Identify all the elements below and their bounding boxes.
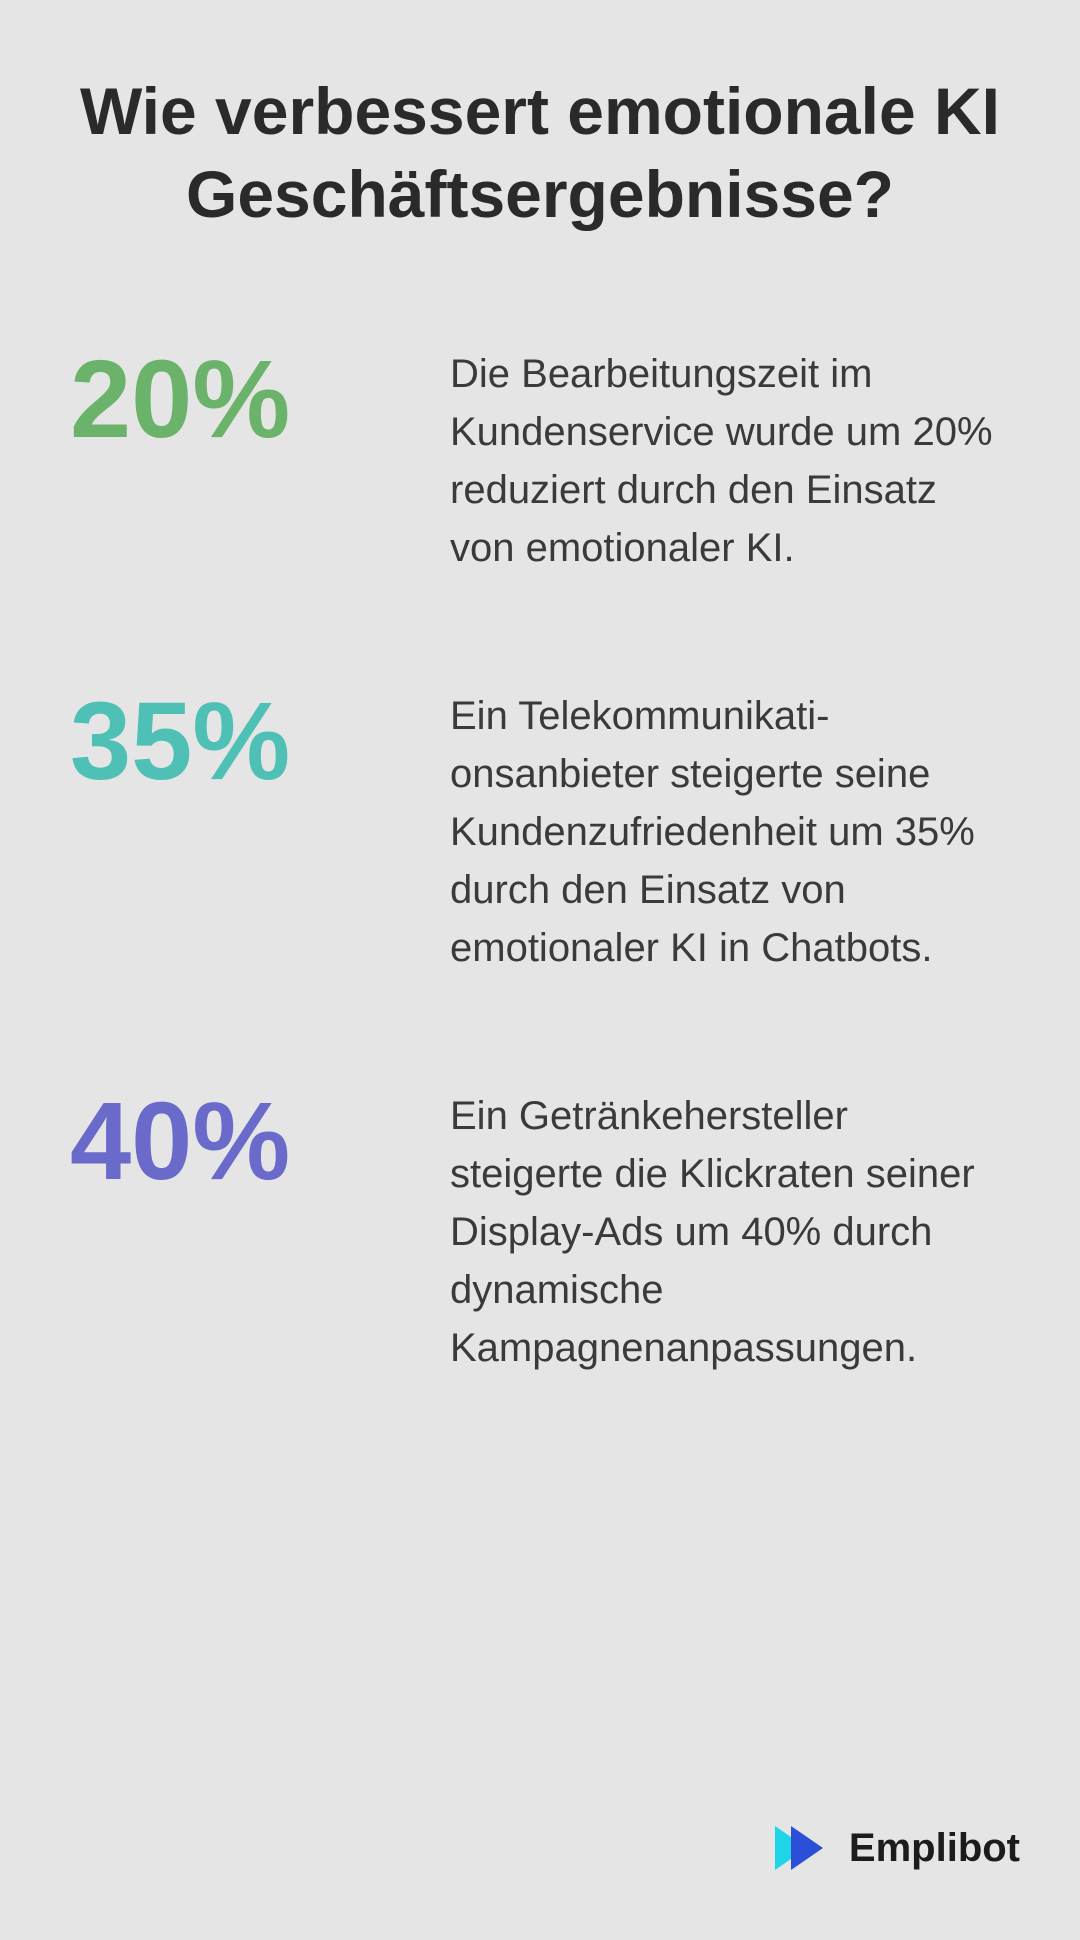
brand-name: Emplibot (849, 1826, 1020, 1871)
stats-container: 20% Die Bearbeitungszeit im Kundenservic… (50, 345, 1030, 1377)
brand: Emplibot (771, 1816, 1020, 1880)
page-title: Wie verbessert emotionale KI Geschäftser… (50, 70, 1030, 235)
stat-description: Ein Getränkehersteller steigerte die Kli… (450, 1087, 1010, 1377)
brand-logo-icon (771, 1816, 835, 1880)
stat-row: 35% Ein Telekommunikati­onsanbieter stei… (70, 687, 1010, 977)
stat-description: Die Bearbeitungszeit im Kundenservice wu… (450, 345, 1010, 577)
stat-description: Ein Telekommunikati­onsanbieter steigert… (450, 687, 1010, 977)
stat-value: 20% (70, 345, 390, 455)
logo-arrow-front (791, 1826, 823, 1870)
stat-value: 35% (70, 687, 390, 797)
stat-value: 40% (70, 1087, 390, 1197)
stat-row: 40% Ein Getränkehersteller steigerte die… (70, 1087, 1010, 1377)
stat-row: 20% Die Bearbeitungszeit im Kundenservic… (70, 345, 1010, 577)
